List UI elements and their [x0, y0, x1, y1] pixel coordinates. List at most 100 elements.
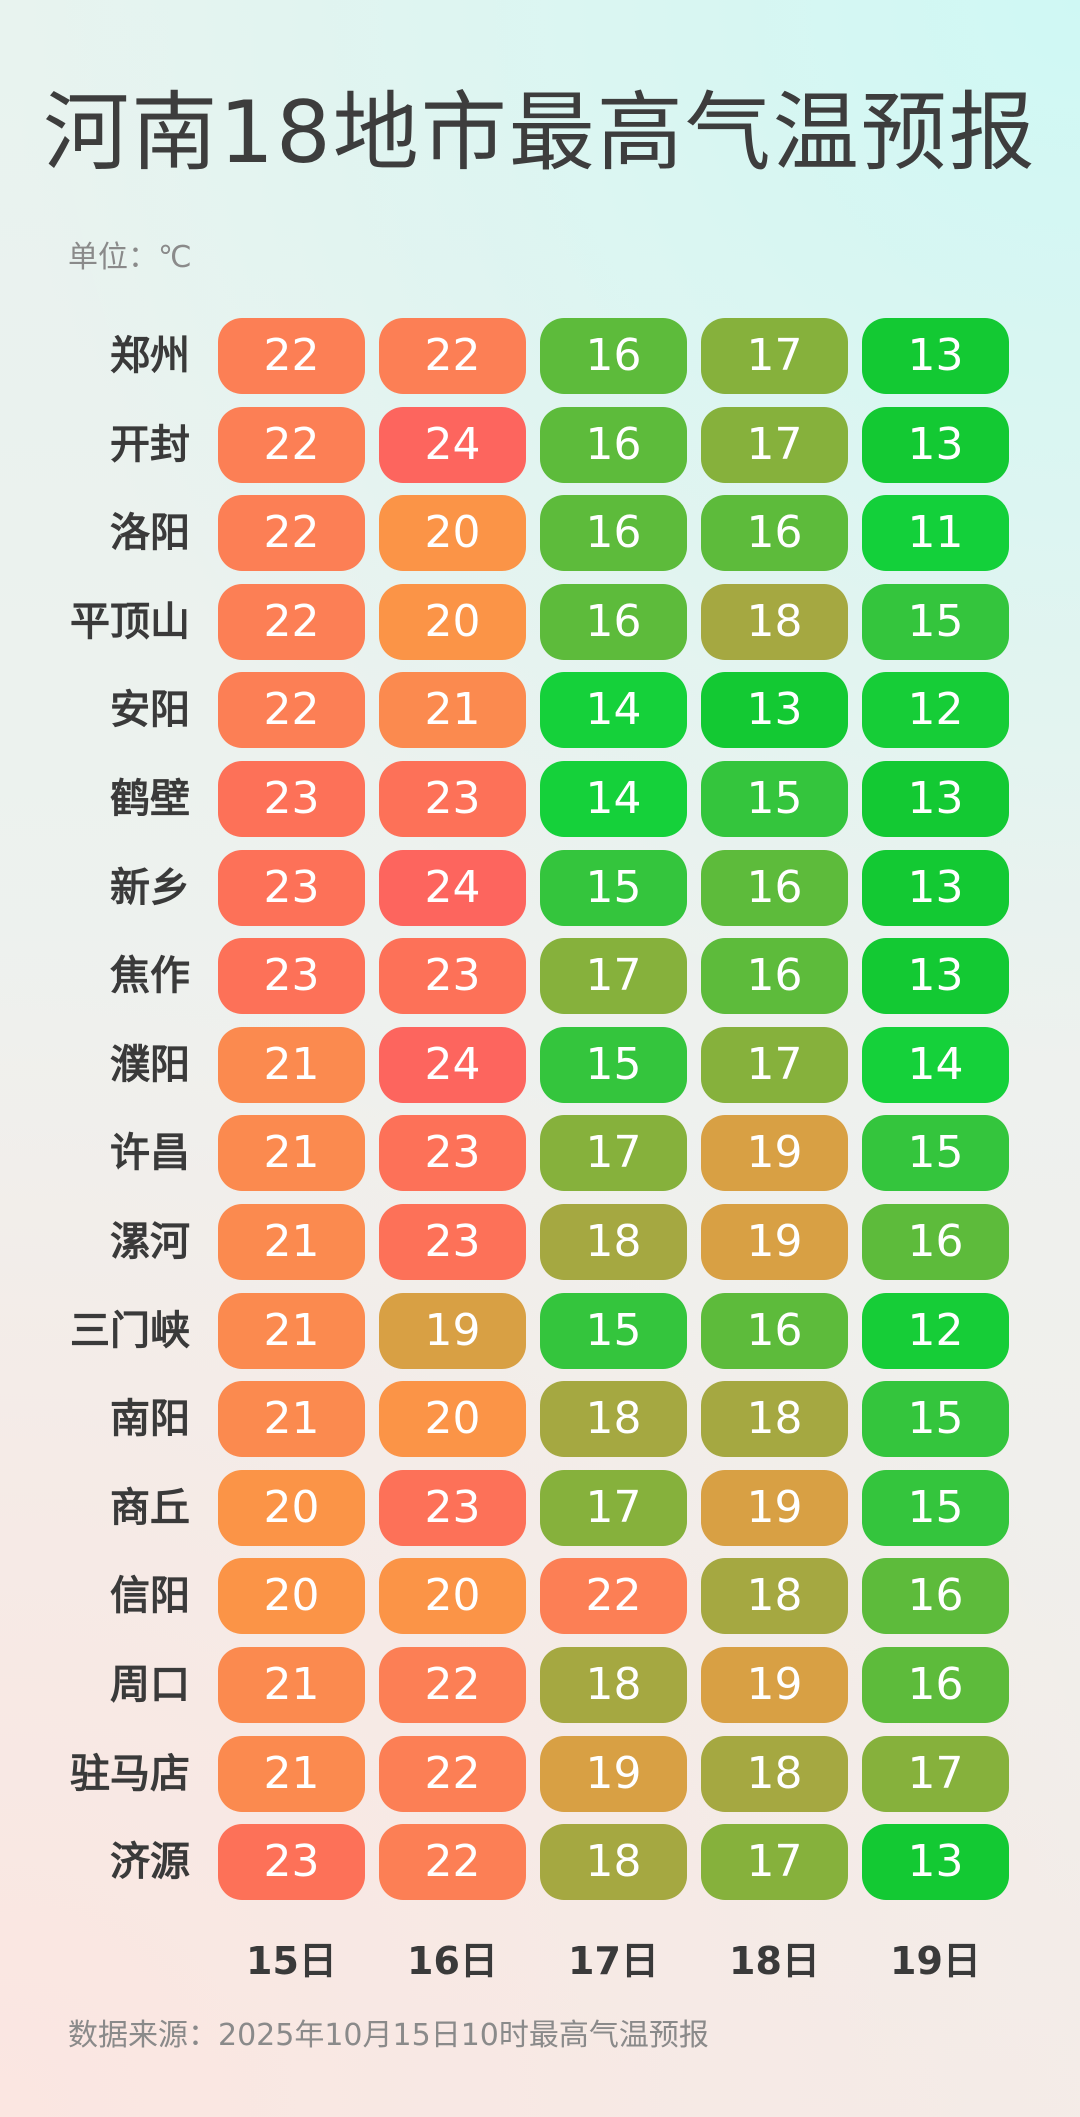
city-label: 济源	[110, 1839, 190, 1886]
day-label: 17日	[568, 1939, 659, 1983]
temperature-cell: 23	[218, 849, 365, 926]
temperature-cell: 16	[540, 406, 687, 483]
city-label: 洛阳	[110, 510, 190, 557]
temperature-cell: 17	[701, 1824, 848, 1901]
temperature-cell: 15	[862, 1381, 1009, 1458]
temperature-cell: 21	[218, 1204, 365, 1280]
temperature-cell: 24	[379, 849, 526, 926]
temperature-cell: 22	[540, 1558, 687, 1635]
temperature-cell: 15	[862, 1469, 1009, 1546]
temperature-cell: 16	[701, 495, 848, 572]
temperature-cell: 20	[218, 1558, 365, 1635]
temperature-cell: 13	[862, 761, 1009, 837]
temperature-cell: 13	[862, 938, 1009, 1015]
day-label: 19日	[890, 1939, 981, 1983]
temperature-cell: 18	[540, 1647, 687, 1723]
temperature-cell: 18	[540, 1824, 687, 1901]
city-label: 漯河	[110, 1219, 190, 1265]
temperature-cell: 16	[862, 1204, 1009, 1280]
temperature-cell: 16	[540, 318, 687, 394]
temperature-cell: 19	[379, 1292, 526, 1369]
temperature-cell: 19	[701, 1647, 848, 1723]
temperature-cell: 20	[218, 1469, 365, 1546]
temperature-cell: 22	[379, 1647, 526, 1723]
temperature-cell: 19	[701, 1115, 848, 1192]
temperature-cell: 15	[540, 1026, 687, 1103]
temperature-cell: 19	[540, 1735, 687, 1812]
temperature-cell: 15	[862, 1115, 1009, 1192]
temperature-cell: 22	[218, 406, 365, 483]
city-label: 安阳	[110, 687, 190, 734]
temperature-cell: 12	[862, 672, 1009, 749]
temperature-cell: 18	[540, 1204, 687, 1280]
temperature-cell: 20	[379, 495, 526, 572]
city-label: 许昌	[110, 1130, 190, 1177]
temperature-cell: 21	[218, 1381, 365, 1458]
temperature-cell: 21	[218, 1115, 365, 1192]
temperature-cell: 18	[701, 1735, 848, 1812]
temperature-cell: 16	[701, 1292, 848, 1369]
temperature-cell: 13	[862, 406, 1009, 483]
temperature-cell: 21	[218, 1647, 365, 1723]
temperature-cell: 14	[862, 1026, 1009, 1103]
temperature-cell: 17	[701, 318, 848, 394]
temperature-cell: 17	[540, 938, 687, 1015]
temperature-cell: 16	[540, 495, 687, 572]
temperature-cell: 14	[540, 761, 687, 837]
temperature-cell: 20	[379, 1381, 526, 1458]
temperature-cell: 13	[701, 672, 848, 749]
temperature-cell: 24	[379, 1026, 526, 1103]
temperature-cell: 14	[540, 672, 687, 749]
temperature-cell: 17	[862, 1735, 1009, 1812]
temperature-cell: 15	[862, 583, 1009, 660]
city-label: 濮阳	[110, 1041, 190, 1088]
temperature-cell: 16	[540, 583, 687, 660]
temperature-cell: 19	[701, 1469, 848, 1546]
day-label: 15日	[246, 1939, 337, 1983]
temperature-cell: 16	[701, 938, 848, 1015]
city-label: 商丘	[110, 1484, 190, 1531]
temperature-cell: 23	[218, 938, 365, 1015]
temperature-cell: 23	[379, 1115, 526, 1192]
temperature-cell: 22	[218, 495, 365, 572]
temperature-cell: 22	[218, 583, 365, 660]
city-label: 开封	[110, 421, 190, 468]
temperature-cell: 18	[540, 1381, 687, 1458]
city-label: 平顶山	[70, 598, 190, 645]
temperature-cell: 21	[218, 1735, 365, 1812]
city-label: 鹤壁	[110, 776, 190, 822]
temperature-cell: 23	[379, 761, 526, 837]
temperature-cell: 18	[701, 1558, 848, 1635]
data-source-note: 数据来源：2025年10月15日10时最高气温预报	[68, 2018, 709, 2053]
temperature-cell: 16	[862, 1558, 1009, 1635]
temperature-cell: 12	[862, 1292, 1009, 1369]
page-title: 河南18地市最高气温预报	[43, 83, 1037, 183]
day-label: 16日	[407, 1939, 498, 1983]
temperature-cell: 23	[379, 938, 526, 1015]
temperature-cell: 15	[540, 1292, 687, 1369]
city-label: 郑州	[110, 333, 190, 379]
city-label: 驻马店	[70, 1750, 190, 1797]
day-label: 18日	[729, 1939, 820, 1983]
temperature-cell: 18	[701, 1381, 848, 1458]
city-label: 三门峡	[70, 1307, 190, 1354]
temperature-cell: 21	[218, 1292, 365, 1369]
temperature-cell: 23	[379, 1204, 526, 1280]
temperature-cell: 17	[540, 1469, 687, 1546]
temperature-cell: 16	[701, 849, 848, 926]
city-label: 信阳	[110, 1573, 190, 1620]
temperature-cell: 17	[540, 1115, 687, 1192]
temperature-cell: 22	[218, 318, 365, 394]
city-label: 周口	[110, 1662, 190, 1708]
temperature-cell: 23	[218, 761, 365, 837]
temperature-cell: 22	[218, 672, 365, 749]
temperature-cell: 20	[379, 583, 526, 660]
temperature-cell: 13	[862, 318, 1009, 394]
temperature-cell: 21	[218, 1026, 365, 1103]
temperature-cell: 19	[701, 1204, 848, 1280]
unit-label: 单位：℃	[68, 240, 192, 275]
temperature-cell: 16	[862, 1647, 1009, 1723]
temperature-cell: 11	[862, 495, 1009, 572]
temperature-cell: 18	[701, 583, 848, 660]
temperature-cell: 22	[379, 1824, 526, 1901]
